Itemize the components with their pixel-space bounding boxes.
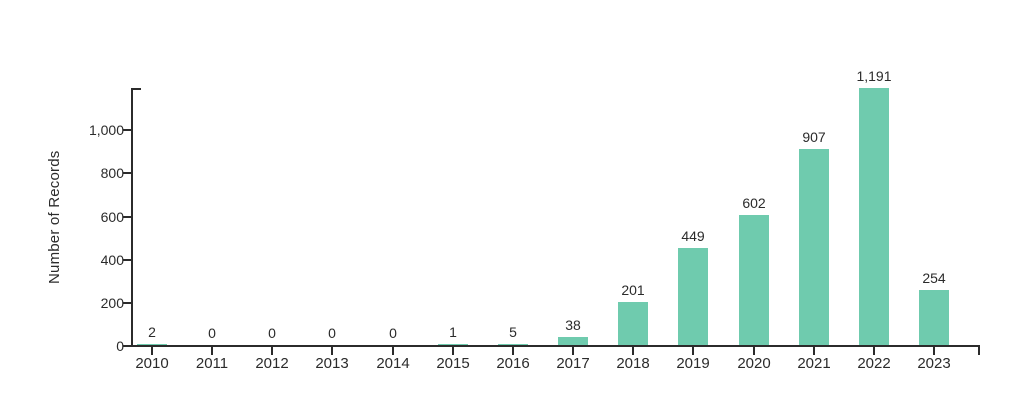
- bar-value-label: 1: [449, 324, 457, 340]
- y-axis-tick: [123, 129, 131, 131]
- bar-value-label: 602: [742, 195, 766, 211]
- x-axis-line: [131, 345, 980, 347]
- x-axis-tick: [632, 347, 634, 355]
- x-axis-tick-label: 2010: [135, 355, 169, 372]
- x-axis-tick: [813, 347, 815, 355]
- bar: [498, 344, 528, 345]
- bar: [739, 215, 769, 345]
- bar-value-label: 907: [802, 129, 826, 145]
- x-axis-tick: [331, 347, 333, 355]
- bar-value-label: 254: [922, 270, 946, 286]
- x-axis-tick-label: 2017: [556, 355, 590, 372]
- bar-value-label: 0: [328, 325, 336, 341]
- x-axis-tick-label: 2022: [857, 355, 891, 372]
- x-axis-tick: [873, 347, 875, 355]
- bar-value-label: 0: [268, 325, 276, 341]
- bar-value-label: 449: [681, 228, 705, 244]
- x-axis-tick-label: 2018: [616, 355, 650, 372]
- y-axis-tick: [123, 216, 131, 218]
- x-axis-tick-label: 2013: [315, 355, 349, 372]
- bar-value-label: 5: [509, 324, 517, 340]
- x-axis-tick-label: 2014: [376, 355, 410, 372]
- bar-value-label: 201: [621, 282, 645, 298]
- x-axis-end-cap: [978, 345, 980, 355]
- bar-value-label: 0: [208, 325, 216, 341]
- y-axis-tick-label: 600: [100, 209, 124, 225]
- y-axis-tick: [123, 345, 131, 347]
- x-axis-tick: [392, 347, 394, 355]
- y-axis-tick: [123, 172, 131, 174]
- y-axis-tick: [123, 302, 131, 304]
- x-axis-tick: [933, 347, 935, 355]
- x-axis-tick: [211, 347, 213, 355]
- x-axis-tick: [271, 347, 273, 355]
- bar-value-label: 0: [389, 325, 397, 341]
- y-axis-end-cap: [131, 88, 141, 90]
- x-axis-tick: [692, 347, 694, 355]
- x-axis-tick-label: 2020: [737, 355, 771, 372]
- y-axis-tick-label: 800: [100, 165, 124, 181]
- x-axis-tick-label: 2023: [917, 355, 951, 372]
- x-axis-tick-label: 2011: [195, 355, 229, 372]
- x-axis-tick-label: 2021: [797, 355, 831, 372]
- bar-value-label: 1,191: [856, 68, 892, 84]
- x-axis-tick: [151, 347, 153, 355]
- bar: [618, 302, 648, 345]
- x-axis-tick: [452, 347, 454, 355]
- bar-value-label: 38: [565, 317, 581, 333]
- y-axis-tick-label: 400: [100, 252, 124, 268]
- bar: [137, 344, 167, 345]
- bar: [558, 337, 588, 345]
- y-axis-tick-label: 200: [100, 295, 124, 311]
- bar: [678, 248, 708, 345]
- x-axis-tick: [572, 347, 574, 355]
- x-axis-tick-label: 2019: [676, 355, 710, 372]
- bar: [859, 88, 889, 345]
- y-axis-tick-label: 1,000: [88, 122, 124, 138]
- y-axis-tick: [123, 259, 131, 261]
- x-axis-tick-label: 2015: [436, 355, 470, 372]
- x-axis-tick-label: 2016: [496, 355, 530, 372]
- x-axis-tick: [753, 347, 755, 355]
- x-axis-tick-label: 2012: [255, 355, 289, 372]
- bar-value-label: 2: [148, 324, 156, 340]
- bar: [919, 290, 949, 345]
- y-axis-line: [131, 88, 133, 347]
- bar: [438, 344, 468, 345]
- y-axis-tick-label: 0: [116, 338, 124, 354]
- bar: [799, 149, 829, 345]
- x-axis-tick: [512, 347, 514, 355]
